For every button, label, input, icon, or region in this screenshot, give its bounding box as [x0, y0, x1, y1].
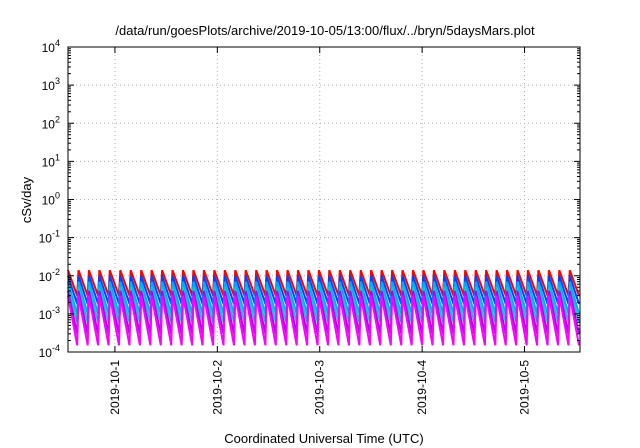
- chart-title: /data/run/goesPlots/archive/2019-10-05/1…: [115, 23, 535, 38]
- y-tick-label: 10-1: [39, 229, 60, 246]
- series-line-4: [67, 286, 580, 323]
- x-axis: 2019-10-1 2019-10-2 2019-10-3 2019-10-4 2019…: [108, 47, 532, 415]
- series-line-1: [67, 269, 580, 297]
- y-tick-label: 104: [42, 38, 60, 55]
- x-tick-label: 2019-10-4: [415, 360, 429, 415]
- series-line-5: [67, 290, 580, 335]
- y-tick-label: 103: [42, 76, 60, 93]
- y-axis-label: cSv/day: [19, 176, 34, 223]
- y-tick-label: 10-3: [39, 305, 60, 322]
- series-line-6: [67, 295, 580, 346]
- x-tick-label: 2019-10-2: [210, 360, 224, 415]
- y-axis: 104 103 102 101 100 10-1 10-2 10-3 10-4: [39, 38, 580, 360]
- series-group: [67, 269, 580, 346]
- x-tick-label: 2019-10-1: [108, 360, 122, 415]
- x-tick-label: 2019-10-3: [313, 360, 327, 415]
- y-tick-label: 102: [42, 114, 60, 131]
- x-axis-label: Coordinated Universal Time (UTC): [224, 431, 423, 446]
- series-line-3: [67, 281, 580, 315]
- x-tick-label: 2019-10-5: [518, 360, 532, 415]
- y-tick-label: 101: [42, 152, 60, 169]
- y-tick-label: 10-4: [39, 343, 60, 360]
- y-tick-label: 100: [42, 191, 60, 208]
- series-line-2: [67, 275, 580, 305]
- y-tick-label: 10-2: [39, 267, 60, 284]
